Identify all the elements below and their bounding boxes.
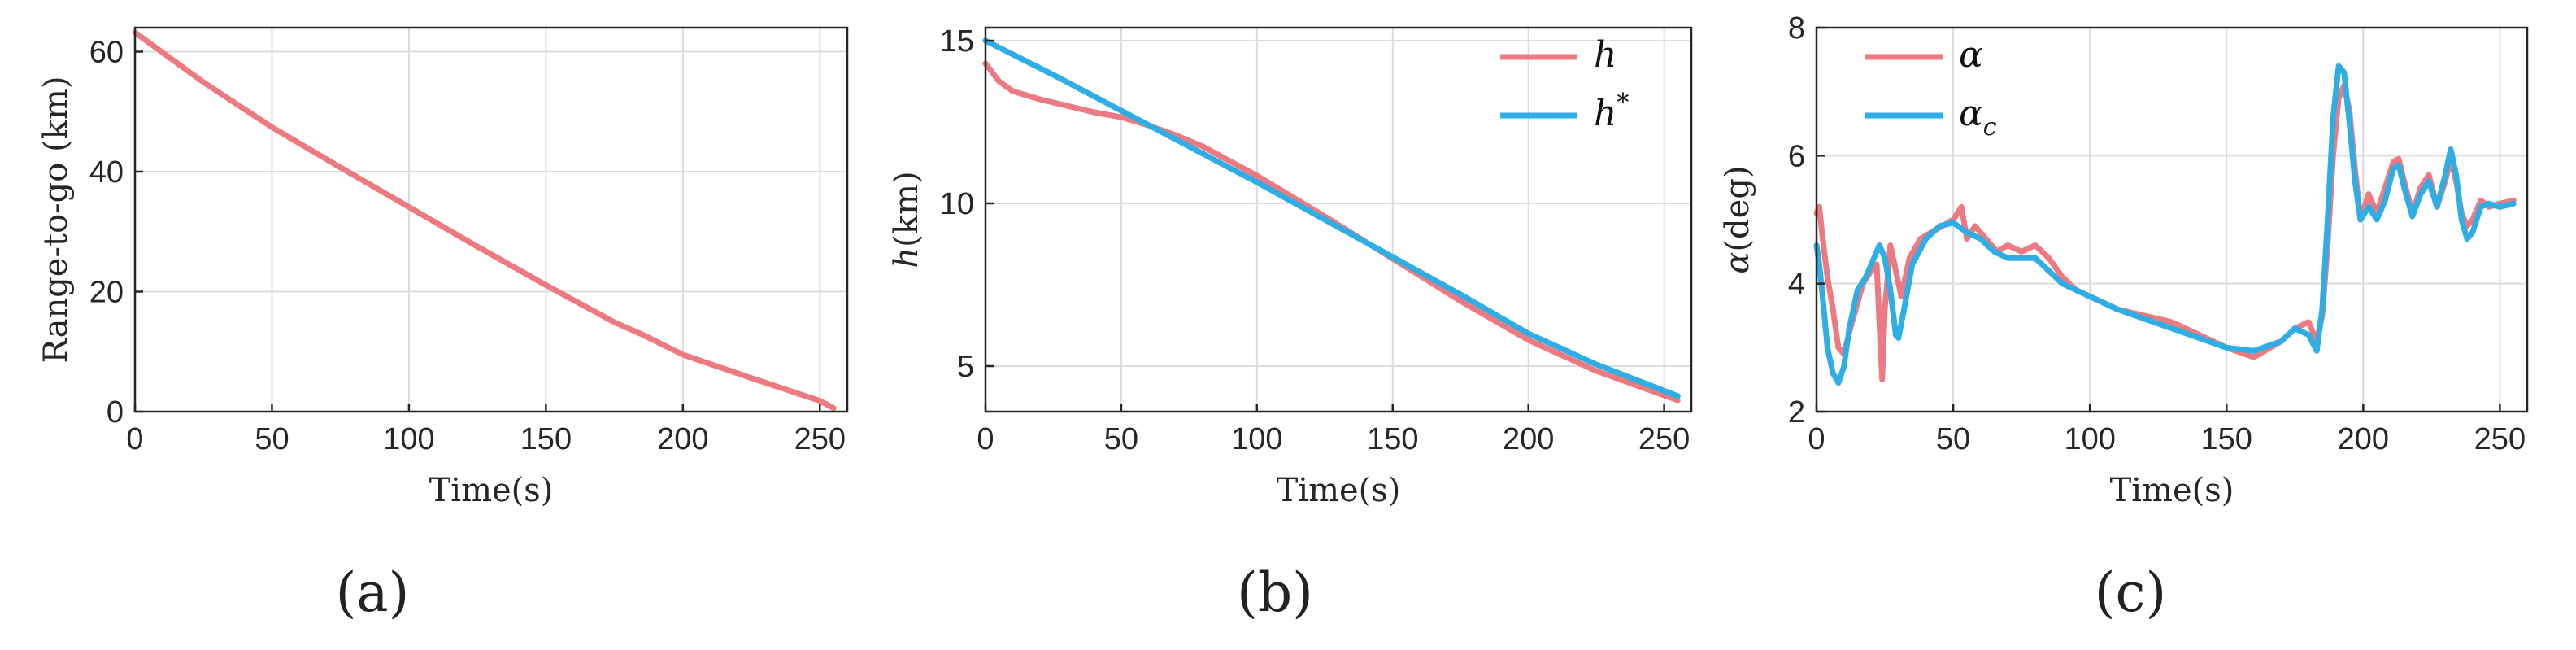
- legend: α αc: [1865, 34, 1997, 142]
- x-tick-label: 100: [383, 422, 434, 456]
- caption-a: (a): [335, 561, 410, 624]
- series-line-primary: [1813, 82, 2517, 383]
- x-tick-label: 0: [126, 422, 143, 456]
- y-tick-label: 15: [940, 24, 974, 59]
- chart-c: 0 50 100 150 200 250 2 4 6 8 Time(s) α(deg) α αc: [1719, 11, 2529, 509]
- y-axis-label: α(deg): [1719, 165, 1756, 273]
- y-tick-label: 0: [107, 395, 124, 430]
- x-tick-label: 150: [520, 422, 572, 456]
- y-tick-label: 2: [1788, 395, 1805, 430]
- legend-label: h*: [1594, 89, 1629, 134]
- x-tick-label: 50: [1104, 422, 1138, 456]
- x-tick-label: 0: [1808, 422, 1825, 456]
- chart-b: 0 50 100 150 200 250 5 10 15 Time(s) h(km) h h*: [888, 24, 1693, 509]
- caption-b: (b): [1237, 561, 1313, 624]
- legend-label: αc: [1959, 93, 1997, 142]
- x-tick-label: 150: [2201, 422, 2252, 456]
- y-tick-label: 4: [1788, 268, 1805, 302]
- x-tick-label: 250: [2474, 422, 2526, 456]
- x-tick-label: 100: [2064, 422, 2115, 456]
- x-tick-label: 150: [1367, 422, 1418, 456]
- plot-frame: [1815, 26, 2529, 413]
- y-tick-label: 10: [940, 187, 974, 221]
- legend-label: α: [1959, 34, 1983, 76]
- x-tick-label: 250: [794, 422, 846, 456]
- x-tick-label: 100: [1231, 422, 1282, 456]
- y-tick-label: 5: [957, 350, 974, 384]
- caption-c: (c): [2094, 561, 2167, 624]
- y-tick-label: 60: [89, 36, 124, 70]
- plot-frame: [133, 26, 849, 413]
- x-axis-label: Time(s): [1277, 472, 1401, 509]
- legend: h h*: [1500, 34, 1629, 134]
- x-tick-label: 0: [977, 422, 994, 456]
- chart-a: 0 50 100 150 200 250 0 20 40 60 Time(s) Range-to-go…: [37, 26, 849, 509]
- series-line-primary: [132, 29, 837, 412]
- x-axis-label: Time(s): [2110, 472, 2234, 509]
- y-tick-label: 20: [89, 276, 124, 310]
- series-line-primary: [982, 60, 1681, 404]
- x-tick-label: 50: [255, 422, 289, 456]
- x-axis-label: Time(s): [429, 472, 554, 509]
- x-tick-label: 200: [1503, 422, 1554, 456]
- x-tick-label: 200: [657, 422, 708, 456]
- y-axis-label: Range-to-go (km): [37, 76, 75, 364]
- x-tick-label: 200: [2338, 422, 2389, 456]
- x-tick-label: 250: [1638, 422, 1690, 456]
- y-tick-label: 6: [1788, 139, 1805, 173]
- y-axis-label: h(km): [888, 171, 925, 268]
- x-tick-label: 50: [1936, 422, 1970, 456]
- plot-frame: [984, 26, 1693, 413]
- y-tick-label: 8: [1788, 11, 1805, 46]
- series-line-reference: [982, 37, 1681, 399]
- y-tick-label: 40: [89, 155, 124, 190]
- series-line-reference: [1813, 63, 2517, 386]
- legend-label: h: [1594, 34, 1617, 76]
